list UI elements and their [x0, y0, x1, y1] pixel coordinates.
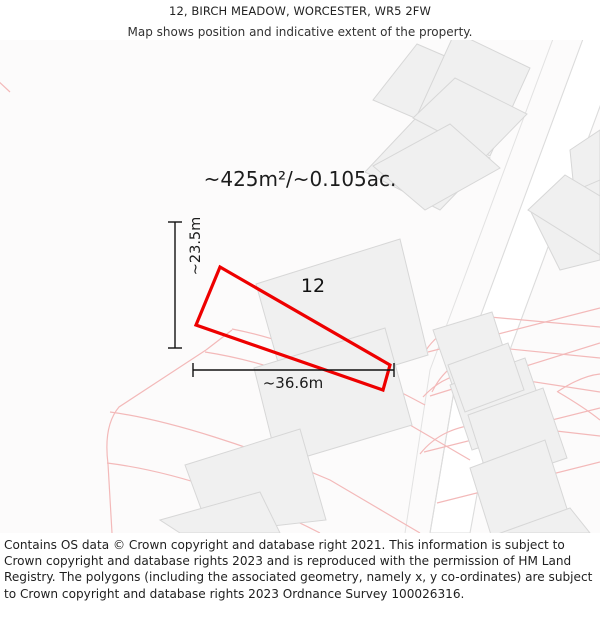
dimension-layer: [168, 221, 395, 377]
parcel-line-west-top: [205, 329, 233, 351]
dimension-label-width: ~36.6m: [262, 374, 324, 392]
building-layer: [158, 40, 600, 533]
parcel-line-mid-a: [109, 411, 421, 533]
building-se-e: [447, 342, 525, 413]
road-edge-left: [429, 384, 456, 533]
map-vector-layer: [0, 40, 600, 533]
building-sw-b: [158, 491, 281, 533]
dimension-label-height: ~23.5m: [188, 216, 204, 276]
page-title: 12, BIRCH MEADOW, WORCESTER, WR5 2FW: [169, 4, 431, 18]
map-footer: Contains OS data © Crown copyright and d…: [0, 533, 600, 625]
building-se-d: [499, 507, 591, 533]
page-subtitle: Map shows position and indicative extent…: [127, 24, 473, 39]
parcel-line-east-loop-top: [556, 373, 600, 393]
map-header: 12, BIRCH MEADOW, WORCESTER, WR5 2FW Map…: [0, 0, 600, 40]
property-boundary-polygon[interactable]: [193, 264, 392, 393]
attribution-text: Contains OS data © Crown copyright and d…: [4, 538, 593, 601]
road-secondary-edges: [404, 40, 554, 533]
map-canvas[interactable]: ~425m²/~0.105ac. 12 ~23.5m ~36.6m: [0, 40, 600, 533]
building-upper-e: [372, 123, 501, 211]
house-number-label: 12: [300, 275, 326, 297]
building-east-c: [527, 174, 600, 256]
road-kerb-line: [404, 40, 554, 533]
parcel-line-topleft: [0, 81, 11, 93]
parcel-line-east-loop-bot: [557, 391, 600, 421]
parcel-line-west-curve: [106, 349, 207, 533]
